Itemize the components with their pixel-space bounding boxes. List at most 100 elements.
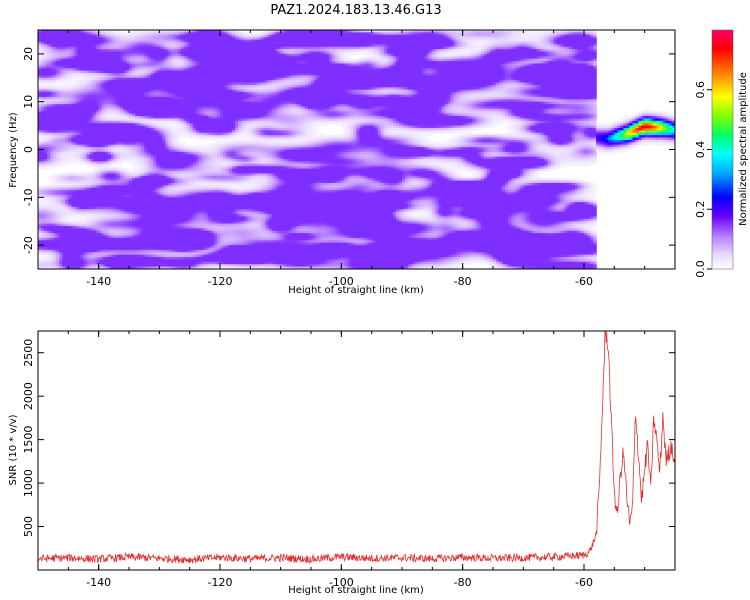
heatmap-cell	[465, 58, 470, 62]
heatmap-cell	[189, 39, 194, 43]
heatmap-cell	[116, 44, 121, 48]
heatmap-cell	[474, 44, 479, 48]
heatmap-cell	[392, 51, 397, 55]
heatmap-cell	[395, 34, 400, 38]
heatmap-cell	[420, 32, 424, 36]
heatmap-cell	[153, 49, 157, 53]
heatmap-cell	[77, 39, 82, 43]
heatmap-cell	[395, 51, 400, 55]
heatmap-cell	[374, 41, 379, 45]
heatmap-cell	[438, 34, 443, 38]
heatmap-cell	[229, 39, 233, 43]
heatmap-cell	[174, 39, 179, 43]
heatmap-cell	[556, 49, 561, 53]
heatmap-cell	[565, 44, 570, 48]
heatmap-cell	[56, 46, 60, 50]
heatmap-cell	[326, 44, 330, 48]
heatmap-cell	[74, 41, 79, 45]
heatmap-cell	[402, 30, 406, 33]
heatmap-cell	[183, 51, 188, 55]
heatmap-cell	[493, 41, 497, 45]
heatmap-cell	[405, 32, 409, 36]
heatmap-cell	[92, 32, 97, 36]
heatmap-cell	[244, 34, 248, 38]
heatmap-cell	[132, 49, 136, 53]
heatmap-cell	[259, 34, 264, 38]
heatmap-cell	[89, 41, 94, 45]
heatmap-cell	[132, 61, 136, 65]
heatmap-cell	[192, 41, 197, 45]
heatmap-cell	[65, 39, 69, 43]
heatmap-cell	[198, 51, 203, 55]
heatmap-cell	[456, 53, 461, 57]
heatmap-cell	[141, 39, 145, 43]
heatmap-cell	[147, 34, 151, 38]
heatmap-cell	[493, 32, 497, 36]
heatmap-cell	[517, 61, 521, 65]
heatmap-cell	[538, 41, 543, 45]
heatmap-cell	[329, 41, 333, 45]
heatmap-cell	[535, 51, 540, 55]
heatmap-cell	[517, 46, 521, 50]
heatmap-cell	[426, 49, 430, 53]
heatmap-cell	[165, 41, 170, 45]
heatmap-cell	[311, 44, 315, 48]
heatmap-cell	[559, 39, 564, 43]
heatmap-cell	[301, 49, 306, 53]
heatmap-cell	[229, 46, 233, 50]
heatmap-cell	[398, 37, 403, 41]
heatmap-cell	[562, 41, 567, 45]
heatmap-cell	[132, 53, 136, 57]
heatmap-cell	[383, 46, 388, 50]
heatmap-cell	[523, 30, 527, 33]
heatmap-cell	[544, 32, 549, 36]
heatmap-cell	[544, 44, 549, 48]
heatmap-cell	[353, 34, 358, 38]
heatmap-cell	[307, 61, 312, 65]
heatmap-cell	[213, 44, 218, 48]
heatmap-cell	[65, 37, 69, 41]
heatmap-cell	[113, 53, 118, 57]
heatmap-cell	[165, 49, 170, 53]
heatmap-cell	[486, 49, 491, 53]
heatmap-cell	[465, 53, 470, 57]
heatmap-cell	[156, 61, 160, 65]
heatmap-cell	[71, 61, 75, 65]
heatmap-cell	[568, 44, 573, 48]
heatmap-cell	[383, 41, 388, 45]
heatmap-cell	[320, 46, 324, 50]
heatmap-cell	[526, 46, 530, 50]
heatmap-cell	[541, 41, 546, 45]
heatmap-cell	[453, 41, 458, 45]
heatmap-cell	[456, 41, 461, 45]
heatmap-cell	[374, 61, 379, 65]
heatmap-cell	[562, 53, 567, 57]
heatmap-cell	[584, 37, 588, 41]
heatmap-cell	[47, 56, 51, 60]
heatmap-cell	[204, 39, 209, 43]
heatmap-cell	[377, 39, 382, 43]
heatmap-cell	[420, 46, 424, 50]
heatmap-cell	[489, 49, 494, 53]
heatmap-cell	[477, 46, 482, 50]
heatmap-cell	[344, 51, 348, 55]
heatmap-cell	[144, 41, 148, 45]
heatmap-cell	[386, 51, 391, 55]
heatmap-cell	[144, 53, 148, 57]
heatmap-cell	[338, 32, 342, 36]
heatmap-cell	[286, 39, 291, 43]
heatmap-cell	[86, 61, 91, 65]
heatmap-cell	[429, 53, 433, 57]
heatmap-cell	[392, 44, 397, 48]
heatmap-cell	[98, 41, 103, 45]
heatmap-cell	[493, 34, 497, 38]
heatmap-cell	[38, 46, 42, 50]
heatmap-cell	[408, 58, 412, 62]
heatmap-cell	[441, 39, 446, 43]
heatmap-cell	[435, 39, 439, 43]
heatmap-cell	[520, 32, 524, 36]
heatmap-cell	[329, 44, 333, 48]
heatmap-cell	[587, 51, 591, 55]
heatmap-cell	[247, 37, 251, 41]
heatmap-cell	[201, 37, 206, 41]
